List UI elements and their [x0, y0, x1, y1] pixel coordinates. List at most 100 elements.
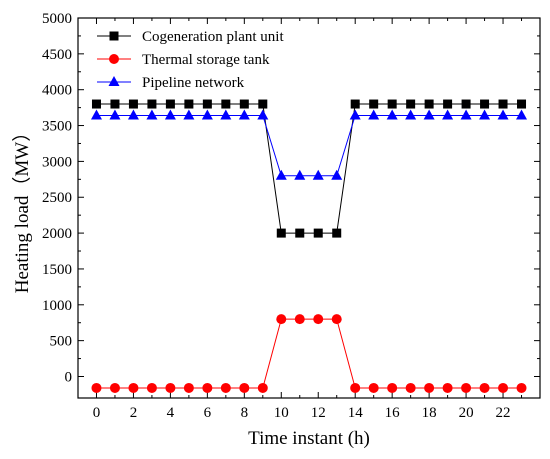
- series-3-point: [479, 109, 491, 120]
- series-1-point: [517, 99, 527, 109]
- series-2-point: [442, 382, 453, 393]
- series-3-point: [146, 109, 158, 120]
- x-tick-label: 18: [422, 405, 437, 421]
- series-2-point: [239, 382, 250, 393]
- series-1-point: [128, 99, 138, 109]
- legend-item-1: Cogeneration plant unit: [97, 29, 284, 45]
- series-2-point: [276, 314, 287, 325]
- series-3-point: [405, 109, 417, 120]
- series-2-point: [479, 382, 490, 393]
- series-1-point: [480, 99, 490, 109]
- series-1-point: [184, 99, 194, 109]
- legend-label: Cogeneration plant unit: [142, 29, 284, 45]
- series-1-point: [424, 99, 434, 109]
- series-2-point: [368, 382, 379, 393]
- x-tick-label: 16: [385, 405, 401, 421]
- series-2-point: [405, 382, 416, 393]
- y-tick-label: 4500: [42, 47, 72, 63]
- y-axis-ticks: 0 500 1000 1500 2000 2500 3000 3500 4000 4500 5000: [42, 11, 540, 385]
- series-1-point: [313, 228, 323, 238]
- series-1-point: [369, 99, 379, 109]
- x-tick-label: 2: [130, 405, 138, 421]
- series-2-point: [165, 382, 176, 393]
- series-3-point: [257, 109, 269, 120]
- series-2-point: [91, 382, 102, 393]
- series-1-point: [443, 99, 453, 109]
- series-2-point: [202, 382, 213, 393]
- series-3-point: [164, 109, 176, 120]
- series-1-point: [147, 99, 157, 109]
- x-tick-label: 6: [204, 405, 212, 421]
- series-2-point: [294, 314, 305, 325]
- series-1-point: [332, 228, 342, 238]
- series-3-point: [386, 109, 398, 120]
- x-tick-label: 20: [459, 405, 474, 421]
- y-tick-label: 3500: [42, 119, 72, 135]
- legend-item-2: Thermal storage tank: [97, 52, 270, 68]
- x-tick-label: 0: [93, 405, 101, 421]
- series-3-point: [423, 109, 435, 120]
- x-tick-label: 14: [348, 405, 364, 421]
- series-3: [90, 109, 528, 180]
- legend: Cogeneration plant unit Thermal storage t…: [97, 29, 284, 91]
- x-tick-label: 10: [274, 405, 289, 421]
- series-3-point: [294, 169, 306, 180]
- legend-item-3: Pipeline network: [97, 75, 245, 91]
- legend-label: Thermal storage tank: [142, 52, 270, 68]
- series-1-point: [239, 99, 249, 109]
- x-axis-ticks: 0 2 4 6 8 10 12 14 16 18 20 22: [93, 18, 523, 421]
- y-tick-label: 4000: [42, 83, 72, 99]
- series-2: [91, 314, 527, 393]
- series-1-point: [276, 228, 286, 238]
- series-1-point: [110, 99, 120, 109]
- series-3-point: [183, 109, 195, 120]
- plot-border: [77, 17, 541, 399]
- series-2-point: [146, 382, 157, 393]
- series-2-point: [220, 382, 231, 393]
- series-3-point: [349, 109, 361, 120]
- legend-marker: [109, 31, 119, 41]
- series-1-point: [165, 99, 175, 109]
- series-1-point: [387, 99, 397, 109]
- y-tick-label: 2000: [42, 226, 72, 242]
- series-3-line: [96, 115, 522, 177]
- series-3-point: [331, 169, 343, 180]
- series-1-point: [350, 99, 360, 109]
- series-1-point: [295, 228, 305, 238]
- legend-marker: [108, 76, 120, 86]
- series-3-point: [497, 109, 509, 120]
- series-1-point: [202, 99, 212, 109]
- series-layer: [90, 99, 528, 393]
- series-3-point: [127, 109, 139, 120]
- series-3-point: [460, 109, 472, 120]
- y-tick-label: 5000: [42, 11, 72, 27]
- series-2-point: [350, 382, 361, 393]
- series-3-point: [220, 109, 232, 120]
- series-3-point: [368, 109, 380, 120]
- series-3-point: [442, 109, 454, 120]
- series-1: [91, 99, 527, 238]
- series-2-point: [424, 382, 435, 393]
- series-2-point: [516, 382, 527, 393]
- series-1-point: [91, 99, 101, 109]
- series-1-point: [498, 99, 508, 109]
- y-tick-label: 500: [50, 334, 73, 350]
- y-tick-label: 0: [65, 369, 73, 385]
- x-tick-label: 4: [167, 405, 175, 421]
- series-1-point: [258, 99, 268, 109]
- x-tick-label: 12: [311, 405, 326, 421]
- series-2-point: [387, 382, 398, 393]
- y-tick-label: 1500: [42, 262, 72, 278]
- series-3-point: [312, 169, 324, 180]
- y-tick-label: 2500: [42, 190, 72, 206]
- series-3-point: [109, 109, 121, 120]
- series-1-line: [96, 103, 522, 234]
- series-3-point: [238, 109, 250, 120]
- series-3-point: [275, 169, 287, 180]
- legend-label: Pipeline network: [142, 75, 245, 91]
- plot-frame: [77, 17, 541, 399]
- series-2-point: [331, 314, 342, 325]
- series-1-point: [221, 99, 231, 109]
